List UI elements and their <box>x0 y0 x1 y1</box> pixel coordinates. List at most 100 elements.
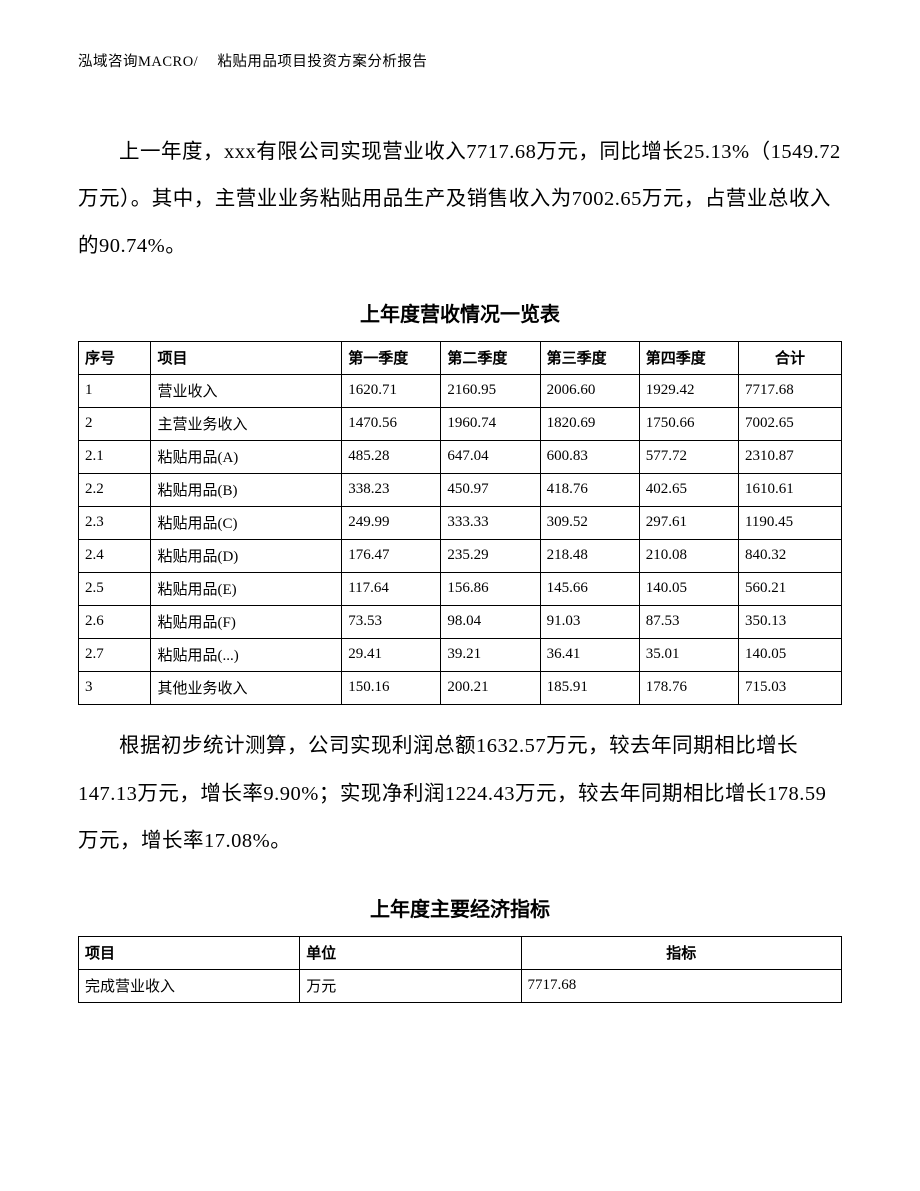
table-cell: 402.65 <box>639 474 738 507</box>
table-cell: 145.66 <box>540 573 639 606</box>
table-cell: 粘贴用品(C) <box>151 507 342 540</box>
table-cell: 2.6 <box>79 606 151 639</box>
table-cell: 2.4 <box>79 540 151 573</box>
table-cell: 粘贴用品(B) <box>151 474 342 507</box>
th-q4: 第四季度 <box>639 342 738 375</box>
table-cell: 2.1 <box>79 441 151 474</box>
table-header-row: 序号 项目 第一季度 第二季度 第三季度 第四季度 合计 <box>79 342 842 375</box>
table-cell: 647.04 <box>441 441 540 474</box>
table-cell: 完成营业收入 <box>79 969 300 1002</box>
table-row: 2.4粘贴用品(D)176.47235.29218.48210.08840.32 <box>79 540 842 573</box>
table-cell: 600.83 <box>540 441 639 474</box>
th-item: 项目 <box>151 342 342 375</box>
table-row: 3其他业务收入150.16200.21185.91178.76715.03 <box>79 672 842 705</box>
table-cell: 218.48 <box>540 540 639 573</box>
table-row: 1营业收入1620.712160.952006.601929.427717.68 <box>79 375 842 408</box>
table2-title: 上年度主要经济指标 <box>78 893 842 922</box>
table-row: 完成营业收入万元7717.68 <box>79 969 842 1002</box>
indicator-table: 项目 单位 指标 完成营业收入万元7717.68 <box>78 936 842 1003</box>
table-cell: 418.76 <box>540 474 639 507</box>
table-row: 2.1粘贴用品(A)485.28647.04600.83577.722310.8… <box>79 441 842 474</box>
table-cell: 156.86 <box>441 573 540 606</box>
table-row: 2.5粘贴用品(E)117.64156.86145.66140.05560.21 <box>79 573 842 606</box>
table-cell: 117.64 <box>342 573 441 606</box>
table-cell: 粘贴用品(...) <box>151 639 342 672</box>
table1-body: 1营业收入1620.712160.952006.601929.427717.68… <box>79 375 842 705</box>
table-cell: 7002.65 <box>738 408 841 441</box>
table-cell: 1610.61 <box>738 474 841 507</box>
table-cell: 485.28 <box>342 441 441 474</box>
table-cell: 3 <box>79 672 151 705</box>
table-cell: 7717.68 <box>738 375 841 408</box>
table-cell: 2.7 <box>79 639 151 672</box>
table-cell: 1750.66 <box>639 408 738 441</box>
table-cell: 主营业务收入 <box>151 408 342 441</box>
th-q2: 第二季度 <box>441 342 540 375</box>
table-cell: 210.08 <box>639 540 738 573</box>
table-cell: 309.52 <box>540 507 639 540</box>
table-cell: 2310.87 <box>738 441 841 474</box>
th-seq: 序号 <box>79 342 151 375</box>
table-row: 2.3粘贴用品(C)249.99333.33309.52297.611190.4… <box>79 507 842 540</box>
table-cell: 1470.56 <box>342 408 441 441</box>
table-row: 2.6粘贴用品(F)73.5398.0491.0387.53350.13 <box>79 606 842 639</box>
table-cell: 338.23 <box>342 474 441 507</box>
table-cell: 1620.71 <box>342 375 441 408</box>
table-cell: 粘贴用品(D) <box>151 540 342 573</box>
table-cell: 333.33 <box>441 507 540 540</box>
table-cell: 249.99 <box>342 507 441 540</box>
table-cell: 560.21 <box>738 573 841 606</box>
table-cell: 577.72 <box>639 441 738 474</box>
table-cell: 150.16 <box>342 672 441 705</box>
table-row: 2.7粘贴用品(...)29.4139.2136.4135.01140.05 <box>79 639 842 672</box>
table-cell: 2 <box>79 408 151 441</box>
table-cell: 39.21 <box>441 639 540 672</box>
table-cell: 91.03 <box>540 606 639 639</box>
table1-title: 上年度营收情况一览表 <box>78 298 842 327</box>
table-row: 2.2粘贴用品(B)338.23450.97418.76402.651610.6… <box>79 474 842 507</box>
table-cell: 176.47 <box>342 540 441 573</box>
table-cell: 140.05 <box>738 639 841 672</box>
revenue-table: 序号 项目 第一季度 第二季度 第三季度 第四季度 合计 1营业收入1620.7… <box>78 341 842 705</box>
table-cell: 29.41 <box>342 639 441 672</box>
th-project: 项目 <box>79 936 300 969</box>
table-cell: 粘贴用品(F) <box>151 606 342 639</box>
table-cell: 350.13 <box>738 606 841 639</box>
table2-body: 完成营业收入万元7717.68 <box>79 969 842 1002</box>
table-cell: 200.21 <box>441 672 540 705</box>
th-unit: 单位 <box>300 936 521 969</box>
paragraph-1: 上一年度，xxx有限公司实现营业收入7717.68万元，同比增长25.13%（1… <box>78 129 842 270</box>
table-cell: 7717.68 <box>521 969 841 1002</box>
th-indicator: 指标 <box>521 936 841 969</box>
th-total: 合计 <box>738 342 841 375</box>
table-header-row: 项目 单位 指标 <box>79 936 842 969</box>
table-cell: 87.53 <box>639 606 738 639</box>
table-cell: 140.05 <box>639 573 738 606</box>
table-cell: 2.2 <box>79 474 151 507</box>
table-cell: 粘贴用品(A) <box>151 441 342 474</box>
table-cell: 2160.95 <box>441 375 540 408</box>
table-cell: 1960.74 <box>441 408 540 441</box>
table-cell: 1929.42 <box>639 375 738 408</box>
table-cell: 840.32 <box>738 540 841 573</box>
table-cell: 73.53 <box>342 606 441 639</box>
page-header: 泓域咨询MACRO/ 粘贴用品项目投资方案分析报告 <box>78 50 842 71</box>
th-q1: 第一季度 <box>342 342 441 375</box>
table-cell: 35.01 <box>639 639 738 672</box>
table-cell: 36.41 <box>540 639 639 672</box>
table-cell: 1820.69 <box>540 408 639 441</box>
table-cell: 其他业务收入 <box>151 672 342 705</box>
table-cell: 2006.60 <box>540 375 639 408</box>
paragraph-2: 根据初步统计测算，公司实现利润总额1632.57万元，较去年同期相比增长147.… <box>78 723 842 864</box>
table-cell: 万元 <box>300 969 521 1002</box>
table-row: 2主营业务收入1470.561960.741820.691750.667002.… <box>79 408 842 441</box>
table-cell: 1190.45 <box>738 507 841 540</box>
table-cell: 1 <box>79 375 151 408</box>
table-cell: 98.04 <box>441 606 540 639</box>
table-cell: 2.5 <box>79 573 151 606</box>
table-cell: 178.76 <box>639 672 738 705</box>
table-cell: 235.29 <box>441 540 540 573</box>
th-q3: 第三季度 <box>540 342 639 375</box>
table-cell: 营业收入 <box>151 375 342 408</box>
table-cell: 2.3 <box>79 507 151 540</box>
